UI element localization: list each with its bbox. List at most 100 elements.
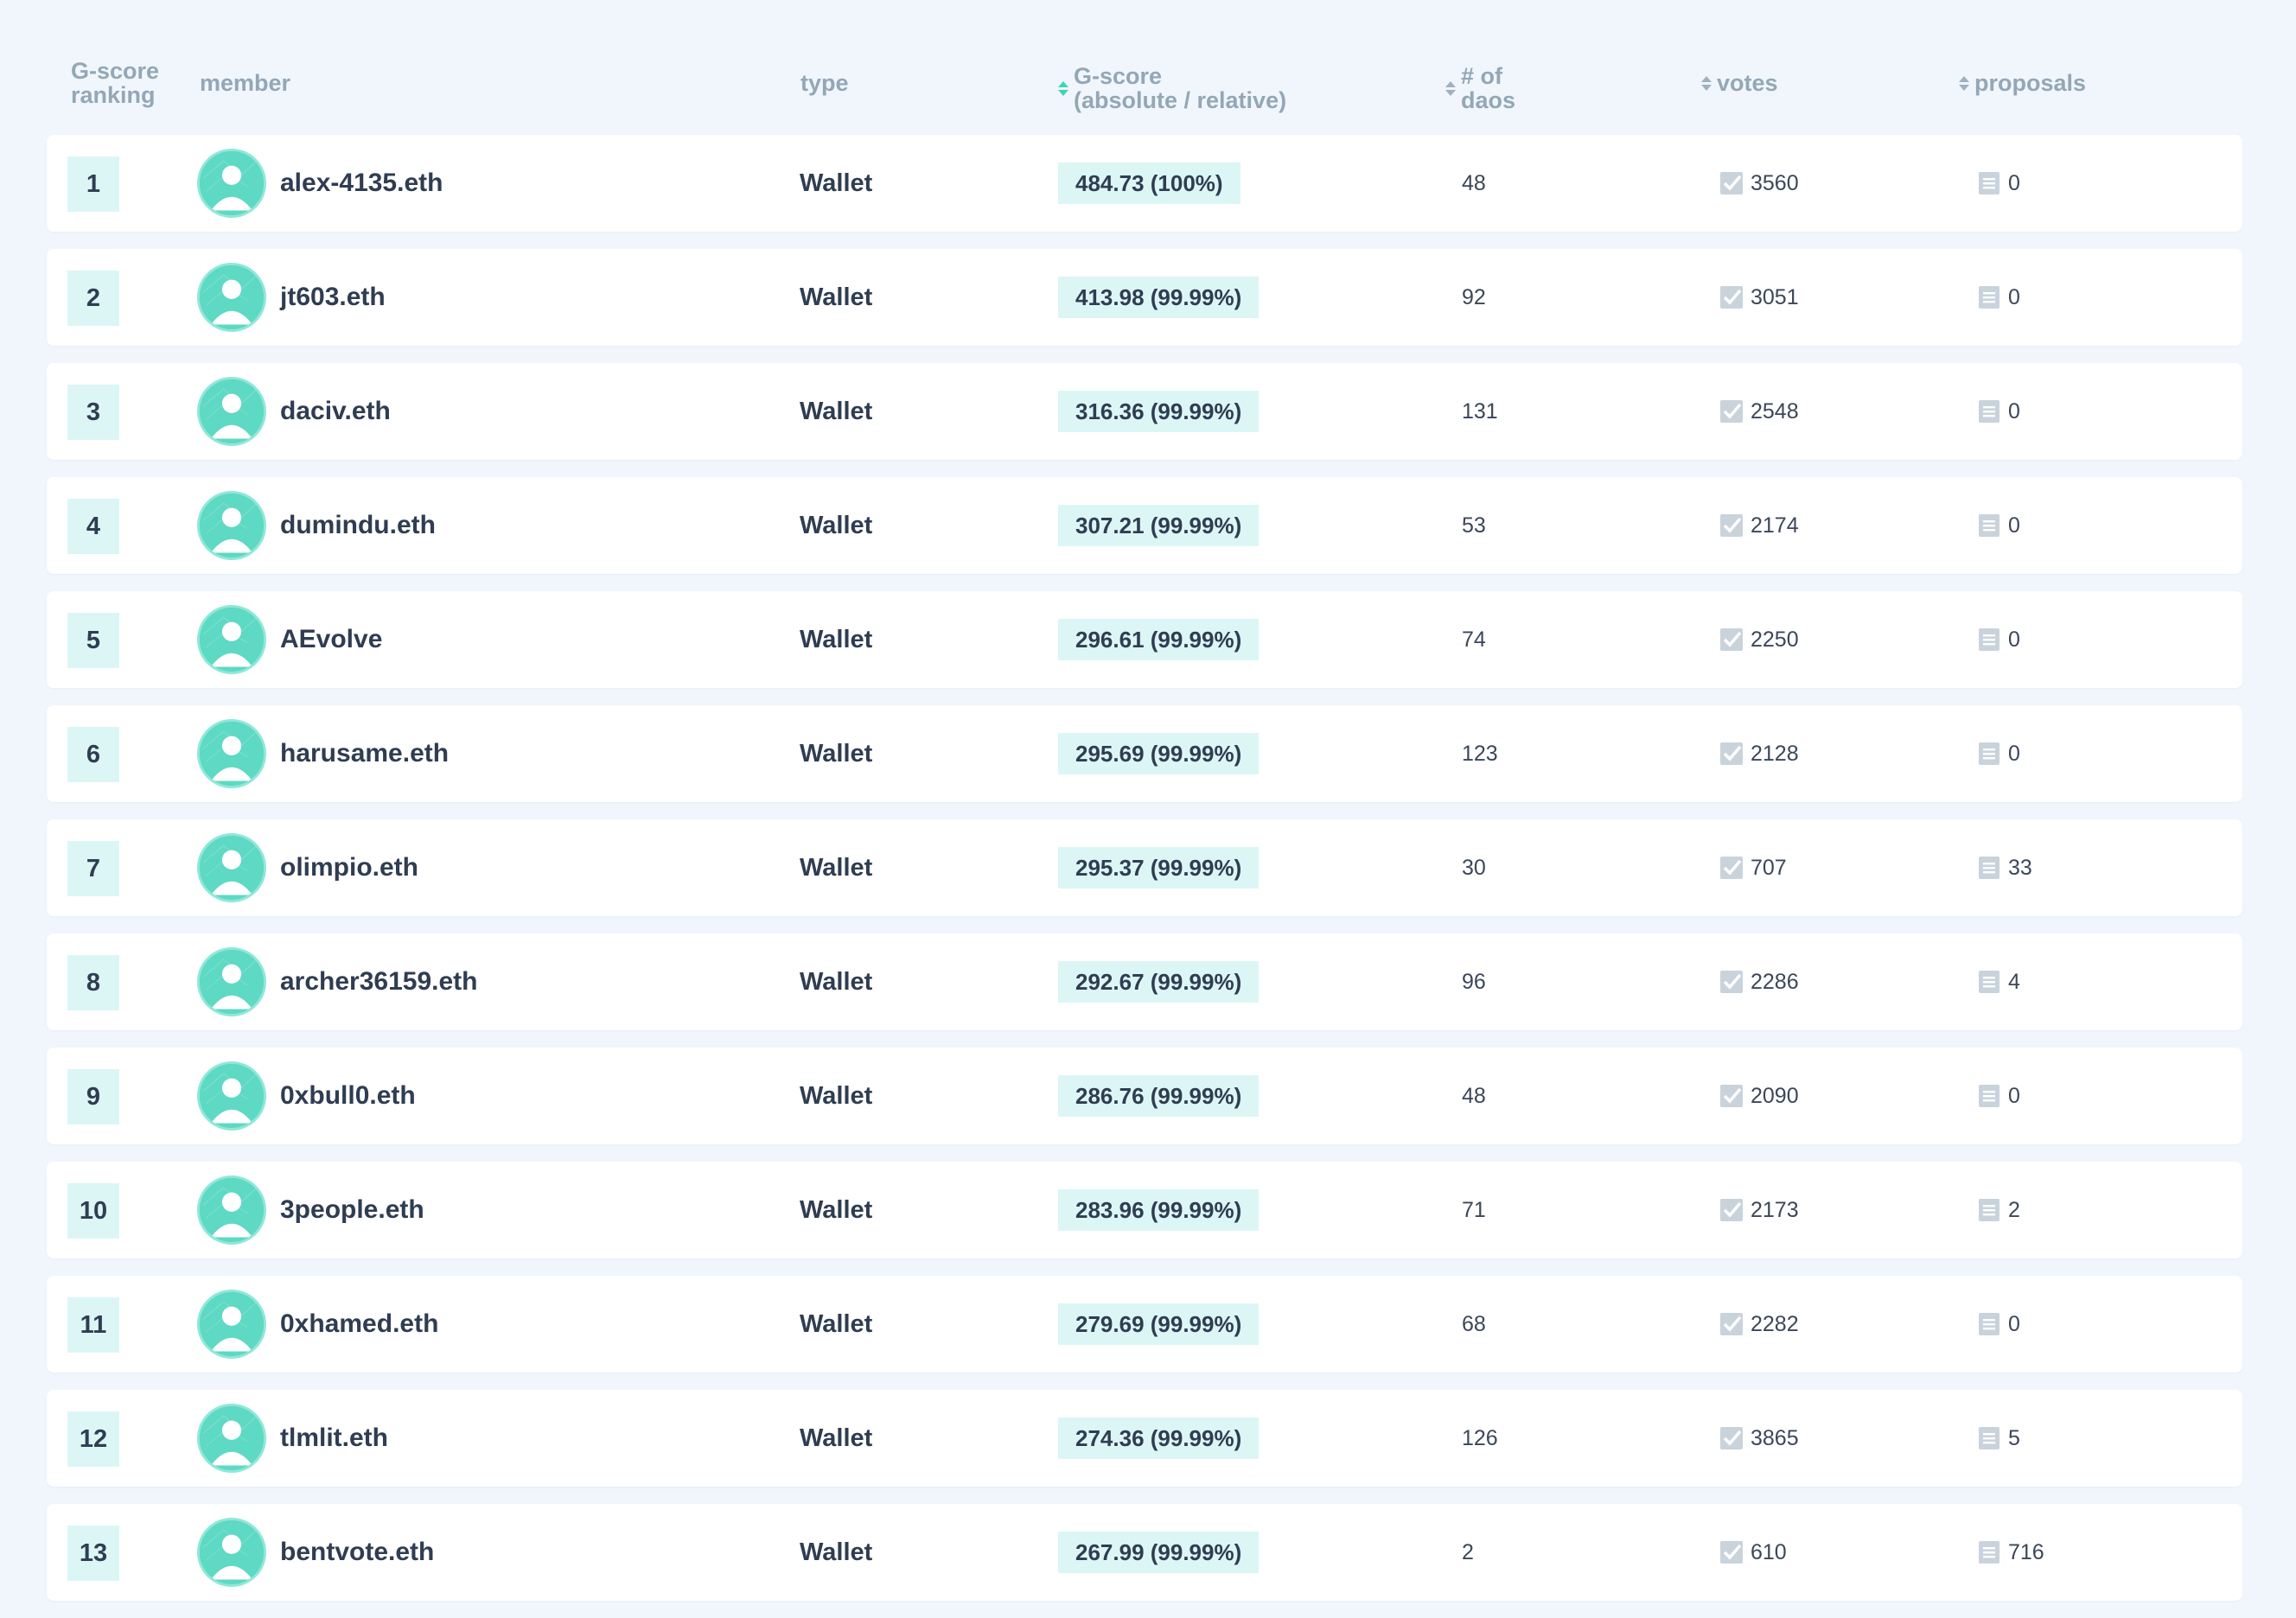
checkbox-checked-icon: [1719, 1312, 1744, 1336]
user-avatar-icon[interactable]: [197, 833, 266, 902]
user-avatar-icon[interactable]: [197, 1404, 266, 1473]
proposals-value: 0: [2008, 170, 2020, 195]
proposals-count: 0: [1977, 249, 2020, 346]
member-name[interactable]: jt603.eth: [280, 283, 386, 311]
daos-count: 53: [1462, 513, 1486, 538]
user-avatar-icon[interactable]: [197, 491, 266, 560]
header-votes[interactable]: votes: [1701, 71, 1778, 95]
member-name[interactable]: archer36159.eth: [280, 967, 478, 996]
document-icon: [1977, 513, 2001, 538]
user-avatar-icon[interactable]: [197, 1518, 266, 1587]
proposals-value: 4: [2008, 969, 2020, 994]
member-name[interactable]: tlmlit.eth: [280, 1424, 388, 1452]
votes-count: 610: [1719, 1504, 1787, 1601]
proposals-count: 2: [1977, 1162, 2020, 1258]
daos-count: 48: [1462, 1083, 1486, 1108]
user-avatar-icon[interactable]: [197, 1175, 266, 1245]
proposals-value: 716: [2008, 1539, 2044, 1564]
header-daos[interactable]: # of daos: [1445, 64, 1515, 112]
votes-value: 2173: [1751, 1197, 1799, 1222]
proposals-value: 5: [2008, 1425, 2020, 1450]
table-row[interactable]: 6 harusame.eth Wallet 295.69 (99.99%) 12…: [47, 705, 2242, 802]
checkbox-checked-icon: [1719, 856, 1744, 880]
user-avatar-icon[interactable]: [197, 1290, 266, 1359]
member-name[interactable]: alex-4135.eth: [280, 169, 443, 197]
member-name[interactable]: olimpio.eth: [280, 853, 418, 882]
document-icon: [1977, 856, 2001, 880]
table-row[interactable]: 12 tlmlit.eth Wallet 274.36 (99.99%) 126…: [47, 1390, 2242, 1487]
table-row[interactable]: 7 olimpio.eth Wallet 295.37 (99.99%) 30 …: [47, 819, 2242, 916]
table-row[interactable]: 11 0xhamed.eth Wallet 279.69 (99.99%) 68…: [47, 1276, 2242, 1373]
proposals-value: 0: [2008, 284, 2020, 309]
member-name[interactable]: harusame.eth: [280, 739, 450, 768]
member-name[interactable]: AEvolve: [280, 625, 383, 653]
user-avatar-icon[interactable]: [197, 947, 266, 1016]
table-row[interactable]: 9 0xbull0.eth Wallet 286.76 (99.99%) 48 …: [47, 1048, 2242, 1144]
rank-badge: 5: [67, 613, 119, 668]
table-row[interactable]: 5 AEvolve Wallet 296.61 (99.99%) 74 2250: [47, 591, 2242, 688]
table-row[interactable]: 1 alex-4135.eth Wallet 484.73 (100%) 48 …: [47, 135, 2242, 232]
daos-count: 92: [1462, 284, 1486, 309]
table-row[interactable]: 10 3people.eth Wallet 283.96 (99.99%) 71…: [47, 1162, 2242, 1258]
sort-arrows-icon[interactable]: [1058, 80, 1068, 96]
table-row[interactable]: 3 daciv.eth Wallet 316.36 (99.99%) 131 2…: [47, 363, 2242, 460]
member-type: Wallet: [800, 853, 873, 882]
gscore-badge: 484.73 (100%): [1058, 162, 1240, 204]
sort-arrows-icon[interactable]: [1701, 75, 1712, 91]
user-avatar-icon[interactable]: [197, 1061, 266, 1131]
rank-badge: 2: [67, 271, 119, 326]
gscore-badge: 267.99 (99.99%): [1058, 1532, 1260, 1573]
rank-badge: 8: [67, 955, 119, 1010]
proposals-count: 5: [1977, 1390, 2020, 1487]
proposals-count: 0: [1977, 363, 2020, 460]
user-avatar-icon[interactable]: [197, 377, 266, 446]
table-row[interactable]: 2 jt603.eth Wallet 413.98 (99.99%) 92 30…: [47, 249, 2242, 346]
proposals-value: 0: [2008, 1311, 2020, 1336]
rank-badge: 6: [67, 727, 119, 782]
daos-count: 30: [1462, 855, 1486, 880]
sort-arrows-icon[interactable]: [1445, 80, 1456, 96]
member-name[interactable]: bentvote.eth: [280, 1538, 435, 1566]
member-type: Wallet: [800, 1081, 873, 1110]
proposals-value: 0: [2008, 398, 2020, 424]
user-avatar-icon[interactable]: [197, 605, 266, 674]
proposals-count: 0: [1977, 1276, 2020, 1373]
rank-badge: 1: [67, 156, 119, 212]
proposals-count: 0: [1977, 705, 2020, 802]
member-type: Wallet: [800, 1538, 873, 1566]
votes-value: 610: [1751, 1539, 1787, 1564]
rank-badge: 9: [67, 1069, 119, 1124]
daos-count: 48: [1462, 170, 1486, 195]
header-proposals[interactable]: proposals: [1959, 71, 2086, 95]
votes-count: 707: [1719, 819, 1787, 916]
member-name[interactable]: 3people.eth: [280, 1195, 424, 1224]
document-icon: [1977, 1198, 2001, 1222]
member-name[interactable]: 0xhamed.eth: [280, 1309, 439, 1338]
checkbox-checked-icon: [1719, 1540, 1744, 1564]
gscore-badge: 279.69 (99.99%): [1058, 1303, 1260, 1345]
user-avatar-icon[interactable]: [197, 263, 266, 332]
daos-count: 2: [1462, 1539, 1474, 1564]
member-type: Wallet: [800, 1195, 873, 1224]
checkbox-checked-icon: [1719, 742, 1744, 766]
table-row[interactable]: 8 archer36159.eth Wallet 292.67 (99.99%)…: [47, 933, 2242, 1030]
member-name[interactable]: dumindu.eth: [280, 511, 436, 539]
gscore-badge: 296.61 (99.99%): [1058, 619, 1260, 660]
user-avatar-icon[interactable]: [197, 719, 266, 788]
member-name[interactable]: daciv.eth: [280, 397, 391, 425]
checkbox-checked-icon: [1719, 1426, 1744, 1450]
daos-count: 71: [1462, 1197, 1486, 1222]
document-icon: [1977, 1084, 2001, 1108]
proposals-value: 0: [2008, 1083, 2020, 1108]
table-row[interactable]: 4 dumindu.eth Wallet 307.21 (99.99%) 53 …: [47, 477, 2242, 574]
votes-value: 2090: [1751, 1083, 1799, 1108]
sort-arrows-icon[interactable]: [1959, 75, 1969, 91]
gscore-badge: 274.36 (99.99%): [1058, 1417, 1260, 1459]
member-type: Wallet: [800, 739, 873, 768]
member-name[interactable]: 0xbull0.eth: [280, 1081, 416, 1110]
header-gscore[interactable]: G-score (absolute / relative): [1058, 64, 1286, 112]
table-row[interactable]: 13 bentvote.eth Wallet 267.99 (99.99%) 2…: [47, 1504, 2242, 1601]
user-avatar-icon[interactable]: [197, 149, 266, 218]
proposals-value: 0: [2008, 741, 2020, 766]
rank-badge: 12: [67, 1411, 119, 1467]
